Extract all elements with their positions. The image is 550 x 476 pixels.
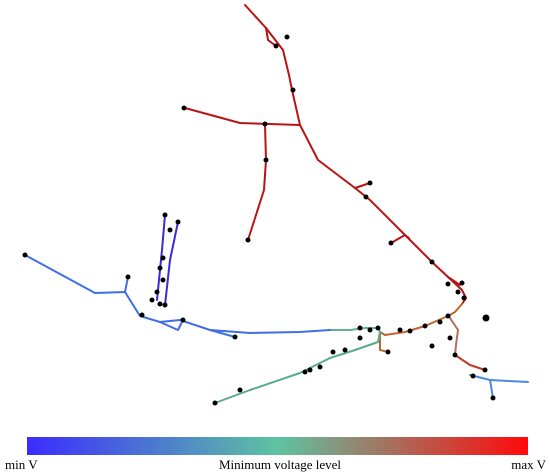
colorbar-title: Minimum voltage level bbox=[219, 457, 341, 472]
node bbox=[162, 212, 168, 218]
node bbox=[452, 352, 458, 358]
node bbox=[363, 194, 369, 200]
line-segment bbox=[354, 182, 371, 189]
line-segment bbox=[447, 276, 461, 286]
node bbox=[482, 314, 490, 322]
node bbox=[160, 255, 166, 261]
node bbox=[160, 277, 166, 283]
node bbox=[302, 369, 308, 375]
node bbox=[461, 295, 467, 301]
line-segment bbox=[164, 221, 179, 306]
node bbox=[357, 335, 363, 341]
node bbox=[445, 281, 451, 287]
node bbox=[180, 317, 186, 323]
node bbox=[149, 297, 155, 303]
line-segment bbox=[449, 317, 459, 356]
node bbox=[357, 325, 363, 331]
node bbox=[125, 274, 131, 280]
node bbox=[157, 265, 163, 271]
line-segment bbox=[244, 4, 467, 305]
node bbox=[470, 373, 476, 379]
line-segment bbox=[159, 319, 184, 331]
node bbox=[388, 240, 394, 246]
line-segment bbox=[379, 331, 389, 353]
node bbox=[307, 367, 313, 373]
node bbox=[167, 227, 173, 233]
line-segment bbox=[247, 123, 267, 241]
node bbox=[284, 34, 290, 40]
node bbox=[385, 349, 391, 355]
line-segment bbox=[390, 234, 410, 244]
line-segment bbox=[214, 331, 381, 404]
node bbox=[317, 364, 323, 370]
node bbox=[237, 387, 243, 393]
line-segment bbox=[469, 374, 529, 383]
node bbox=[397, 327, 403, 333]
node bbox=[422, 323, 428, 329]
line-segment bbox=[156, 214, 166, 301]
node bbox=[245, 237, 251, 243]
line-segment bbox=[489, 379, 494, 399]
node bbox=[181, 105, 187, 111]
node bbox=[154, 289, 160, 295]
node bbox=[429, 259, 435, 265]
line-segment bbox=[454, 354, 486, 371]
node bbox=[445, 313, 451, 319]
node bbox=[175, 219, 181, 225]
node bbox=[375, 325, 381, 331]
node bbox=[139, 312, 145, 318]
node bbox=[407, 328, 413, 334]
node bbox=[162, 302, 168, 308]
node bbox=[447, 335, 453, 341]
colorbar-max-label: max V bbox=[511, 457, 546, 472]
line-segment bbox=[209, 329, 236, 338]
network-nodes bbox=[22, 34, 496, 406]
network-lines bbox=[24, 4, 529, 404]
node bbox=[157, 301, 163, 307]
node bbox=[490, 395, 496, 401]
node bbox=[367, 180, 373, 186]
line-segment bbox=[265, 27, 277, 47]
node bbox=[290, 87, 296, 93]
line-segment bbox=[379, 303, 463, 336]
node bbox=[482, 367, 488, 373]
node bbox=[22, 252, 28, 258]
node bbox=[342, 347, 348, 353]
node bbox=[367, 327, 373, 333]
node bbox=[212, 400, 218, 406]
node bbox=[263, 157, 269, 163]
node bbox=[330, 349, 336, 355]
line-segment bbox=[24, 254, 331, 334]
node bbox=[437, 319, 443, 325]
node bbox=[232, 334, 238, 340]
node bbox=[273, 43, 279, 49]
line-segment bbox=[124, 276, 129, 293]
line-segment bbox=[184, 107, 301, 126]
node bbox=[429, 343, 435, 349]
node bbox=[459, 280, 465, 286]
colorbar bbox=[27, 437, 528, 455]
node bbox=[455, 289, 461, 295]
colorbar-min-label: min V bbox=[5, 457, 38, 472]
node bbox=[262, 121, 268, 127]
